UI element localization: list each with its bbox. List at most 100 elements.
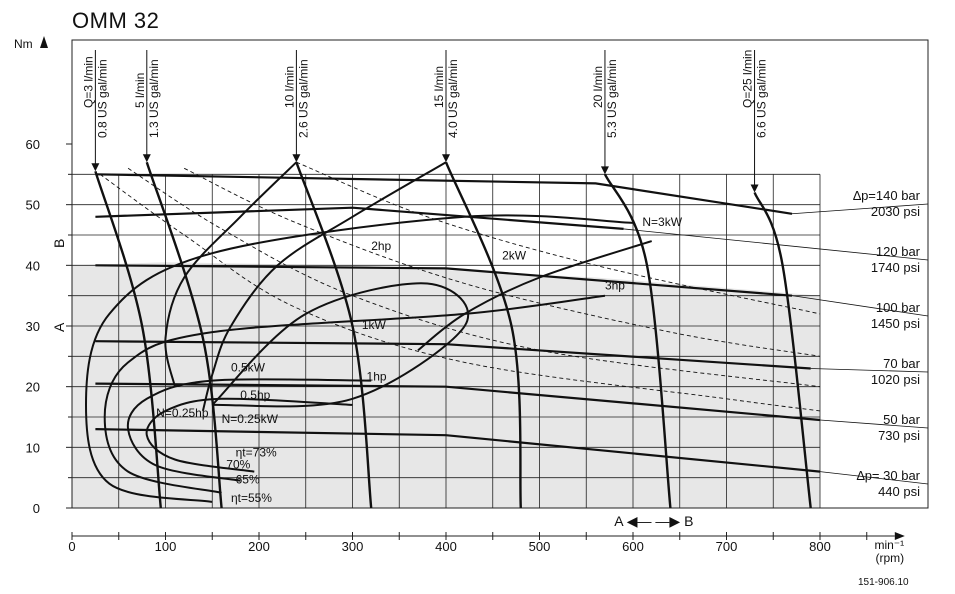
power-label: 0.5hp [240, 388, 270, 402]
pressure-leader [810, 368, 929, 373]
pressure-leader [791, 295, 929, 317]
pressure-line [95, 428, 821, 473]
flow-label-lpm: Q=25 l/min [741, 50, 755, 108]
y-tick-label: 10 [26, 440, 40, 455]
figure-reference: 151-906.10 [858, 577, 909, 588]
power-label: 0.5kW [231, 361, 266, 375]
flow-arrow-icon [750, 184, 759, 193]
y-tick-label: 60 [26, 137, 40, 152]
x-tick-label: 600 [622, 539, 644, 554]
power-label: N=0.25hp [156, 406, 209, 420]
efficiency-label: 65% [236, 473, 260, 487]
y-axis-arrow-icon [40, 36, 48, 48]
flow-line [145, 161, 223, 509]
efficiency-contour [84, 214, 634, 503]
pressure-label-psi: 1740 psi [871, 260, 920, 275]
pressure-label-bar: 100 bar [876, 300, 921, 315]
x-tick-label: 700 [716, 539, 738, 554]
power-curve [164, 161, 298, 387]
power-label: N=0.25kW [222, 412, 279, 426]
x-tick-label: 500 [529, 539, 551, 554]
pressure-label-bar: 70 bar [883, 356, 921, 371]
flow-label-lpm: Q=3 l/min [81, 56, 95, 108]
x-tick-label: 800 [809, 539, 831, 554]
y-tick-label: 20 [26, 380, 40, 395]
flow-label-lpm: 5 l/min [133, 73, 147, 108]
pressure-line [95, 382, 821, 422]
y-tick-label: 30 [26, 319, 40, 334]
direction-label: A ◀— —▶ B [614, 513, 693, 529]
power-label: 1kW [362, 318, 387, 332]
efficiency-contour-thin [99, 173, 821, 412]
pressure-leader [819, 419, 929, 429]
flow-line [295, 161, 373, 509]
power-label: 3hp [605, 279, 625, 293]
y-axis-label: Nm [14, 37, 33, 51]
power-curve-1kw [211, 282, 470, 408]
efficiency-contour-thin [184, 167, 821, 357]
x-axis-sublabel: (rpm) [875, 551, 904, 565]
power-label: N=3kW [642, 215, 682, 229]
pressure-line [95, 173, 793, 215]
power-label: 2hp [371, 239, 391, 253]
x-axis-label: min⁻¹ [874, 538, 904, 552]
flow-arrow-icon [442, 154, 450, 163]
x-tick-label: 0 [68, 539, 75, 554]
efficiency-label: ηt=73% [236, 445, 277, 459]
efficiency-contour [145, 397, 353, 473]
y-tick-label: 40 [26, 258, 40, 273]
flow-label-gpm: 6.6 US gal/min [755, 59, 769, 138]
power-curve [417, 240, 653, 352]
flow-label-gpm: 5.3 US gal/min [605, 59, 619, 138]
pressure-line [95, 264, 793, 297]
y-tick-label: 50 [26, 198, 40, 213]
direction-label-b: B [51, 239, 67, 248]
y-tick-label: 0 [33, 501, 40, 516]
flow-line [603, 173, 672, 509]
flow-label-lpm: 20 l/min [591, 66, 605, 108]
efficiency-contour-thin [296, 161, 821, 315]
flow-arrow-icon [292, 154, 301, 163]
efficiency-contour [126, 378, 372, 482]
direction-label-a: A [51, 322, 67, 332]
pressure-label-bar: 50 bar [883, 412, 921, 427]
efficiency-label: 70% [226, 458, 250, 472]
pressure-label-psi: 730 psi [878, 428, 920, 443]
pressure-label-bar: ∆p= 30 bar [857, 468, 921, 483]
flow-label-gpm: 0.8 US gal/min [95, 59, 109, 138]
pressure-line [95, 340, 811, 370]
flow-line [444, 161, 522, 509]
flow-label-gpm: 1.3 US gal/min [147, 59, 161, 138]
flow-arrow-icon [142, 154, 151, 163]
pressure-label-bar: 120 bar [876, 244, 921, 259]
flow-label-lpm: 15 l/min [432, 66, 446, 108]
pressure-leader [623, 228, 929, 261]
pressure-label-psi: 1020 psi [871, 372, 920, 387]
flow-line [753, 192, 812, 509]
pressure-label-bar: ∆p=140 bar [853, 188, 921, 203]
flow-label-lpm: 10 l/min [282, 66, 296, 108]
x-tick-label: 300 [342, 539, 364, 554]
pressure-line [95, 206, 624, 230]
pressure-leader [819, 471, 929, 485]
x-tick-label: 200 [248, 539, 270, 554]
pressure-label-psi: 1450 psi [871, 316, 920, 331]
efficiency-label: ηt=55% [231, 491, 272, 505]
flow-line [94, 170, 162, 509]
x-tick-label: 400 [435, 539, 457, 554]
flow-arrow-icon [91, 163, 100, 172]
flow-arrow-icon [600, 166, 609, 175]
pressure-label-psi: 2030 psi [871, 204, 920, 219]
chart-title: OMM 32 [72, 8, 160, 33]
pressure-label-psi: 440 psi [878, 484, 920, 499]
flow-label-gpm: 4.0 US gal/min [446, 59, 460, 138]
power-curve [201, 161, 447, 412]
efficiency-contour-thin [127, 167, 821, 388]
power-label: 2kW [502, 248, 527, 262]
x-axis-arrow-icon [894, 532, 905, 540]
pressure-leader [791, 203, 929, 215]
x-tick-label: 100 [155, 539, 177, 554]
flow-label-gpm: 2.6 US gal/min [296, 59, 310, 138]
